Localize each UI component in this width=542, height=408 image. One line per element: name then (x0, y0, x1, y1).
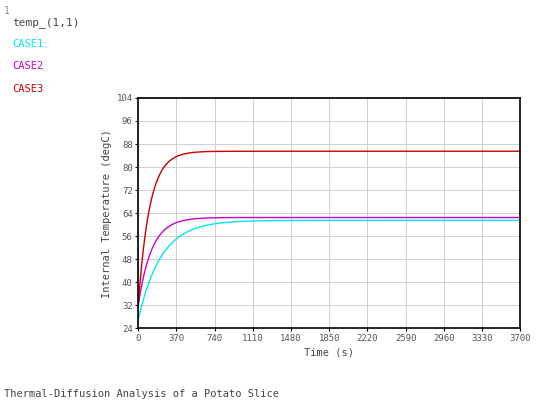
Text: CASE3: CASE3 (12, 84, 43, 94)
Text: CASE1: CASE1 (12, 39, 43, 49)
Text: temp_(1,1): temp_(1,1) (12, 17, 80, 28)
X-axis label: Time (s): Time (s) (304, 347, 354, 357)
Text: CASE2: CASE2 (12, 61, 43, 71)
Text: 1: 1 (4, 6, 10, 16)
Text: Thermal-Diffusion Analysis of a Potato Slice: Thermal-Diffusion Analysis of a Potato S… (4, 389, 279, 399)
Y-axis label: Internal Temperature (degC): Internal Temperature (degC) (102, 129, 112, 297)
